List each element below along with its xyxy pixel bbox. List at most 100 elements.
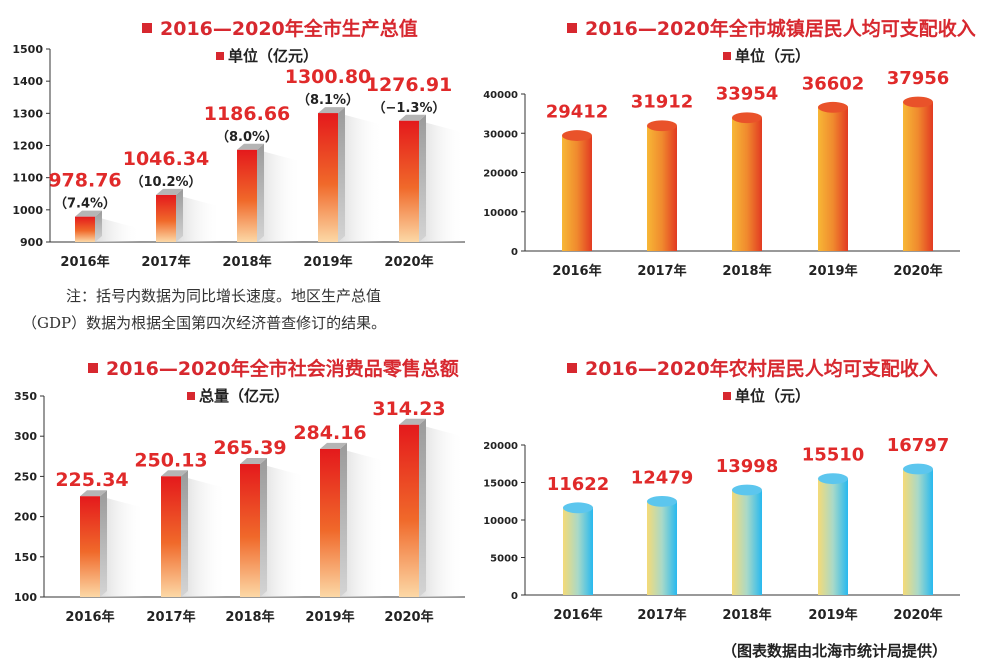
bar-shadow bbox=[260, 464, 305, 597]
bar-cap bbox=[818, 101, 848, 113]
data-label: 15510 bbox=[802, 445, 865, 466]
x-tick-label: 2016年 bbox=[552, 263, 601, 279]
y-tick-label: 20000 bbox=[483, 441, 518, 452]
data-label: 314.23 bbox=[372, 398, 445, 420]
y-tick-label: 30000 bbox=[483, 129, 518, 140]
data-label: 1300.80 bbox=[285, 66, 372, 88]
bar bbox=[563, 507, 593, 595]
unit-label: 单位（元） bbox=[723, 385, 810, 406]
data-label: 250.13 bbox=[134, 449, 207, 471]
y-tick-label: 250 bbox=[14, 470, 37, 483]
bar bbox=[237, 149, 257, 242]
bar bbox=[647, 125, 677, 251]
bar bbox=[399, 424, 419, 597]
bar bbox=[156, 194, 176, 242]
y-tick-label: 100 bbox=[14, 591, 37, 604]
bar-shadow bbox=[419, 424, 464, 597]
bar-side bbox=[338, 107, 345, 243]
bar-top bbox=[161, 470, 188, 477]
x-tick-label: 2020年 bbox=[384, 609, 433, 625]
data-label: 1186.66 bbox=[204, 103, 291, 125]
bar-cap bbox=[903, 463, 933, 475]
title-marker-icon bbox=[567, 362, 577, 373]
y-tick-label: 10000 bbox=[483, 208, 518, 219]
x-tick-label: 2016年 bbox=[60, 254, 109, 270]
bar-top bbox=[156, 188, 183, 195]
y-tick-label: 15000 bbox=[483, 479, 518, 490]
bar bbox=[161, 476, 181, 597]
bar-top bbox=[320, 442, 347, 449]
y-tick-label: 300 bbox=[14, 430, 37, 443]
data-label: 265.39 bbox=[213, 437, 286, 459]
bar bbox=[903, 102, 933, 251]
bar-top bbox=[75, 210, 102, 217]
bar-cap bbox=[732, 112, 762, 124]
title-marker-icon bbox=[567, 22, 577, 33]
bar-shadow bbox=[176, 194, 221, 242]
bar-side bbox=[419, 418, 426, 597]
bar-top bbox=[399, 418, 426, 425]
data-label: 1046.34 bbox=[123, 148, 210, 170]
growth-label: （10.2%） bbox=[130, 174, 201, 190]
bar-top bbox=[399, 114, 426, 121]
y-tick-label: 150 bbox=[14, 551, 37, 564]
bar bbox=[903, 469, 933, 595]
bar-top bbox=[240, 458, 267, 465]
x-tick-label: 2019年 bbox=[303, 254, 352, 270]
y-tick-label: 1200 bbox=[12, 140, 43, 153]
x-tick-label: 2020年 bbox=[384, 254, 433, 270]
bar-cap bbox=[562, 130, 592, 141]
chart-title: 2016—2020年全市社会消费品零售总额 bbox=[88, 354, 459, 381]
bar-side bbox=[260, 458, 267, 597]
y-tick-label: 5000 bbox=[490, 554, 518, 565]
chart-title: 2016—2020年农村居民人均可支配收入 bbox=[567, 354, 938, 381]
x-tick-label: 2019年 bbox=[808, 263, 857, 279]
bar-side bbox=[181, 470, 188, 597]
bar-top bbox=[80, 490, 107, 497]
data-label: 978.76 bbox=[48, 170, 121, 192]
x-tick-label: 2018年 bbox=[722, 607, 771, 623]
y-tick-label: 350 bbox=[14, 390, 37, 403]
y-tick-label: 900 bbox=[20, 236, 43, 249]
bar-side bbox=[95, 210, 102, 242]
x-tick-label: 2018年 bbox=[222, 254, 271, 270]
data-label: 36602 bbox=[802, 73, 865, 94]
bar bbox=[80, 496, 100, 597]
growth-label: （8.1%） bbox=[297, 92, 359, 108]
bar-top bbox=[318, 107, 345, 114]
x-tick-label: 2016年 bbox=[65, 609, 114, 625]
bar-side bbox=[100, 490, 107, 597]
bar-side bbox=[257, 143, 264, 242]
x-tick-label: 2020年 bbox=[893, 607, 942, 623]
bar-cap bbox=[563, 502, 593, 514]
bar-shadow bbox=[181, 476, 226, 597]
bar-cap bbox=[732, 484, 762, 496]
x-tick-label: 2016年 bbox=[553, 607, 602, 623]
y-tick-label: 0 bbox=[511, 247, 518, 258]
x-tick-label: 2017年 bbox=[637, 607, 686, 623]
x-tick-label: 2018年 bbox=[225, 609, 274, 625]
bar-shadow bbox=[100, 496, 145, 597]
bar bbox=[818, 107, 848, 251]
unit-label: 单位（亿元） bbox=[216, 45, 318, 66]
bar-cap bbox=[647, 120, 677, 132]
bar-side bbox=[419, 114, 426, 242]
x-tick-label: 2020年 bbox=[893, 263, 942, 279]
data-label: 1276.91 bbox=[366, 74, 453, 96]
data-label: 29412 bbox=[546, 102, 609, 123]
y-tick-label: 10000 bbox=[483, 516, 518, 527]
bar bbox=[732, 117, 762, 251]
data-label: 33954 bbox=[716, 84, 779, 105]
x-tick-label: 2017年 bbox=[146, 609, 195, 625]
bar-side bbox=[176, 188, 183, 242]
chart-title: 2016—2020年全市生产总值 bbox=[142, 14, 418, 41]
bar bbox=[318, 113, 338, 243]
y-tick-label: 1500 bbox=[12, 43, 43, 56]
bar-cap bbox=[647, 496, 677, 507]
x-tick-label: 2019年 bbox=[305, 609, 354, 625]
data-label: 31912 bbox=[631, 92, 694, 113]
y-tick-label: 0 bbox=[511, 591, 518, 602]
